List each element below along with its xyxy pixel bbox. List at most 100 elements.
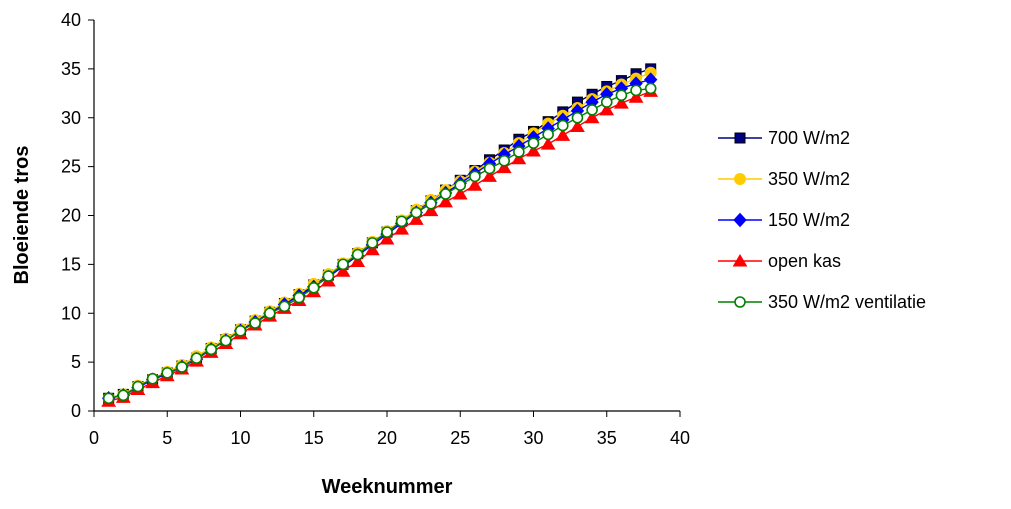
axes: 0 5 10 15 20 25 30 35 40 0 5 10 15 20 25 30 35 40 bbox=[61, 10, 690, 448]
x-tick-label: 5 bbox=[162, 428, 172, 448]
legend-item: open kas bbox=[718, 251, 841, 271]
x-tick-label: 15 bbox=[304, 428, 324, 448]
data-point bbox=[526, 144, 541, 157]
data-point bbox=[278, 300, 291, 313]
data-point bbox=[570, 119, 585, 133]
x-tick-label: 10 bbox=[230, 428, 250, 448]
x-tick-label: 35 bbox=[597, 428, 617, 448]
data-point bbox=[734, 132, 746, 144]
data-point bbox=[381, 226, 393, 238]
x-tick-label: 25 bbox=[450, 428, 470, 448]
legend-item: 700 W/m2 bbox=[718, 128, 850, 148]
data-point bbox=[351, 248, 364, 261]
y-tick-label: 20 bbox=[61, 206, 81, 226]
data-point bbox=[556, 119, 569, 132]
series-line bbox=[108, 87, 651, 399]
series-4 bbox=[101, 84, 659, 407]
y-tick-label: 30 bbox=[61, 108, 81, 128]
legend-label: 700 W/m2 bbox=[768, 128, 850, 148]
data-point bbox=[423, 203, 439, 217]
data-point bbox=[220, 334, 232, 347]
y-tick-label: 25 bbox=[61, 157, 81, 177]
legend-label: 350 W/m2 bbox=[768, 169, 850, 189]
data-point bbox=[102, 392, 115, 405]
data-point bbox=[176, 361, 188, 373]
data-point bbox=[630, 84, 642, 97]
data-point bbox=[364, 242, 380, 256]
y-tick-label: 5 bbox=[71, 352, 81, 372]
data-point bbox=[366, 237, 379, 249]
y-tick-label: 15 bbox=[61, 254, 81, 274]
data-point bbox=[146, 372, 159, 385]
data-point bbox=[454, 179, 467, 191]
data-point bbox=[586, 104, 598, 116]
data-point bbox=[307, 282, 320, 294]
legend-label: open kas bbox=[768, 251, 841, 271]
data-point bbox=[439, 188, 452, 200]
data-point bbox=[234, 325, 247, 337]
data-point bbox=[496, 160, 512, 174]
legend-item: 350 W/m2 ventilatie bbox=[718, 292, 926, 312]
y-tick-label: 10 bbox=[61, 303, 81, 323]
data-point bbox=[350, 254, 366, 267]
data-point bbox=[599, 102, 615, 116]
data-point bbox=[584, 110, 600, 124]
data-point bbox=[132, 380, 144, 393]
data-point bbox=[205, 343, 217, 356]
x-tick-label: 40 bbox=[670, 428, 690, 448]
data-point bbox=[438, 194, 453, 208]
data-point bbox=[337, 258, 349, 271]
data-point bbox=[117, 389, 130, 402]
plot-area bbox=[101, 63, 659, 407]
data-point bbox=[542, 128, 554, 141]
series-line bbox=[108, 68, 651, 399]
data-point bbox=[482, 169, 497, 182]
y-axis-title: Bloeiende tros bbox=[11, 146, 33, 285]
legend-label: 350 W/m2 ventilatie bbox=[768, 292, 926, 312]
data-point bbox=[571, 111, 584, 124]
series-line bbox=[108, 90, 651, 402]
data-point bbox=[628, 90, 644, 103]
series-line bbox=[108, 78, 651, 399]
data-point bbox=[732, 254, 748, 267]
data-point bbox=[395, 215, 408, 228]
data-point bbox=[614, 96, 629, 109]
data-point bbox=[540, 137, 556, 150]
x-tick-label: 20 bbox=[377, 428, 397, 448]
data-point bbox=[293, 291, 305, 304]
data-point bbox=[408, 212, 424, 225]
data-point bbox=[615, 89, 628, 102]
data-point bbox=[379, 231, 395, 245]
x-axis-title: Weeknummer bbox=[322, 476, 453, 498]
data-point bbox=[733, 212, 747, 228]
x-tick-label: 0 bbox=[89, 428, 99, 448]
data-point bbox=[249, 317, 261, 329]
legend-item: 150 W/m2 bbox=[718, 210, 850, 230]
data-point bbox=[322, 270, 335, 282]
data-point bbox=[511, 151, 527, 165]
data-point bbox=[644, 82, 657, 95]
data-point bbox=[483, 162, 496, 175]
data-point bbox=[425, 197, 437, 210]
data-point bbox=[161, 367, 174, 379]
data-point bbox=[498, 154, 511, 167]
data-point bbox=[452, 187, 468, 200]
data-point bbox=[513, 146, 525, 158]
data-point bbox=[734, 296, 746, 308]
y-tick-label: 40 bbox=[61, 10, 81, 30]
series-5 bbox=[102, 82, 657, 405]
data-point bbox=[734, 173, 746, 185]
y-tick-label: 35 bbox=[61, 59, 81, 79]
legend-item: 350 W/m2 bbox=[718, 169, 850, 189]
data-point bbox=[469, 170, 481, 183]
data-point bbox=[467, 178, 483, 191]
legend-label: 150 W/m2 bbox=[768, 210, 850, 230]
data-point bbox=[527, 137, 540, 149]
y-tick-label: 0 bbox=[71, 401, 81, 421]
data-point bbox=[335, 264, 351, 277]
legend: 700 W/m2 350 W/m2 150 W/m2 open kas 350 W/m2… bbox=[718, 128, 926, 312]
x-tick-label: 30 bbox=[523, 428, 543, 448]
data-point bbox=[555, 128, 571, 141]
